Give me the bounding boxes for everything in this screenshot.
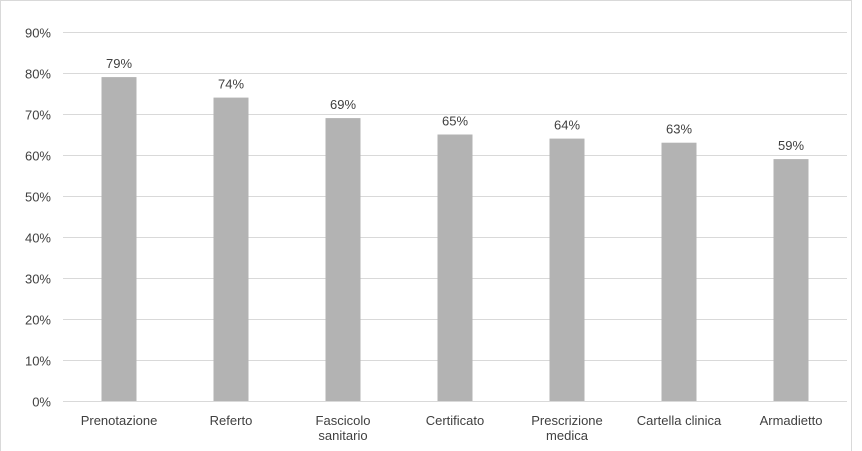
data-label: 69% [330, 97, 356, 112]
y-tick-label: 50% [25, 190, 51, 205]
x-tick-label: Certificato [426, 413, 485, 428]
data-label: 65% [442, 114, 468, 129]
x-tick-label: Armadietto [760, 413, 823, 428]
data-labels: 79% 74% 69% 65% 64% 63% 59% [106, 56, 804, 153]
x-tick-label: Prenotazione [81, 413, 158, 428]
data-label: 79% [106, 56, 132, 71]
bar [437, 134, 473, 401]
y-tick-label: 30% [25, 272, 51, 287]
data-label: 74% [218, 77, 244, 92]
y-tick-label: 0% [32, 395, 51, 410]
bar [325, 118, 361, 401]
x-tick-label: Prescrizione medica [531, 413, 603, 443]
y-tick-label: 90% [25, 26, 51, 41]
y-tick-label: 70% [25, 108, 51, 123]
y-tick-label: 20% [25, 313, 51, 328]
bar [101, 77, 137, 401]
x-tick-label: Referto [210, 413, 253, 428]
bar [549, 138, 585, 401]
x-tick-label: Fascicolo sanitario [316, 413, 371, 443]
data-label: 64% [554, 118, 580, 133]
x-axis-tick-labels: Prenotazione Referto Fascicolo sanitario Cer… [81, 413, 823, 443]
bar [213, 97, 249, 401]
y-tick-label: 10% [25, 354, 51, 369]
bars [101, 77, 809, 401]
y-tick-label: 40% [25, 231, 51, 246]
y-axis-tick-labels: 0% 10% 20% 30% 40% 50% 60% 70% 80% 90% [25, 26, 51, 410]
x-tick-label: Cartella clinica [637, 413, 722, 428]
bar [773, 159, 809, 401]
data-label: 63% [666, 122, 692, 137]
y-tick-label: 60% [25, 149, 51, 164]
y-tick-label: 80% [25, 67, 51, 82]
bar [661, 142, 697, 401]
data-label: 59% [778, 138, 804, 153]
